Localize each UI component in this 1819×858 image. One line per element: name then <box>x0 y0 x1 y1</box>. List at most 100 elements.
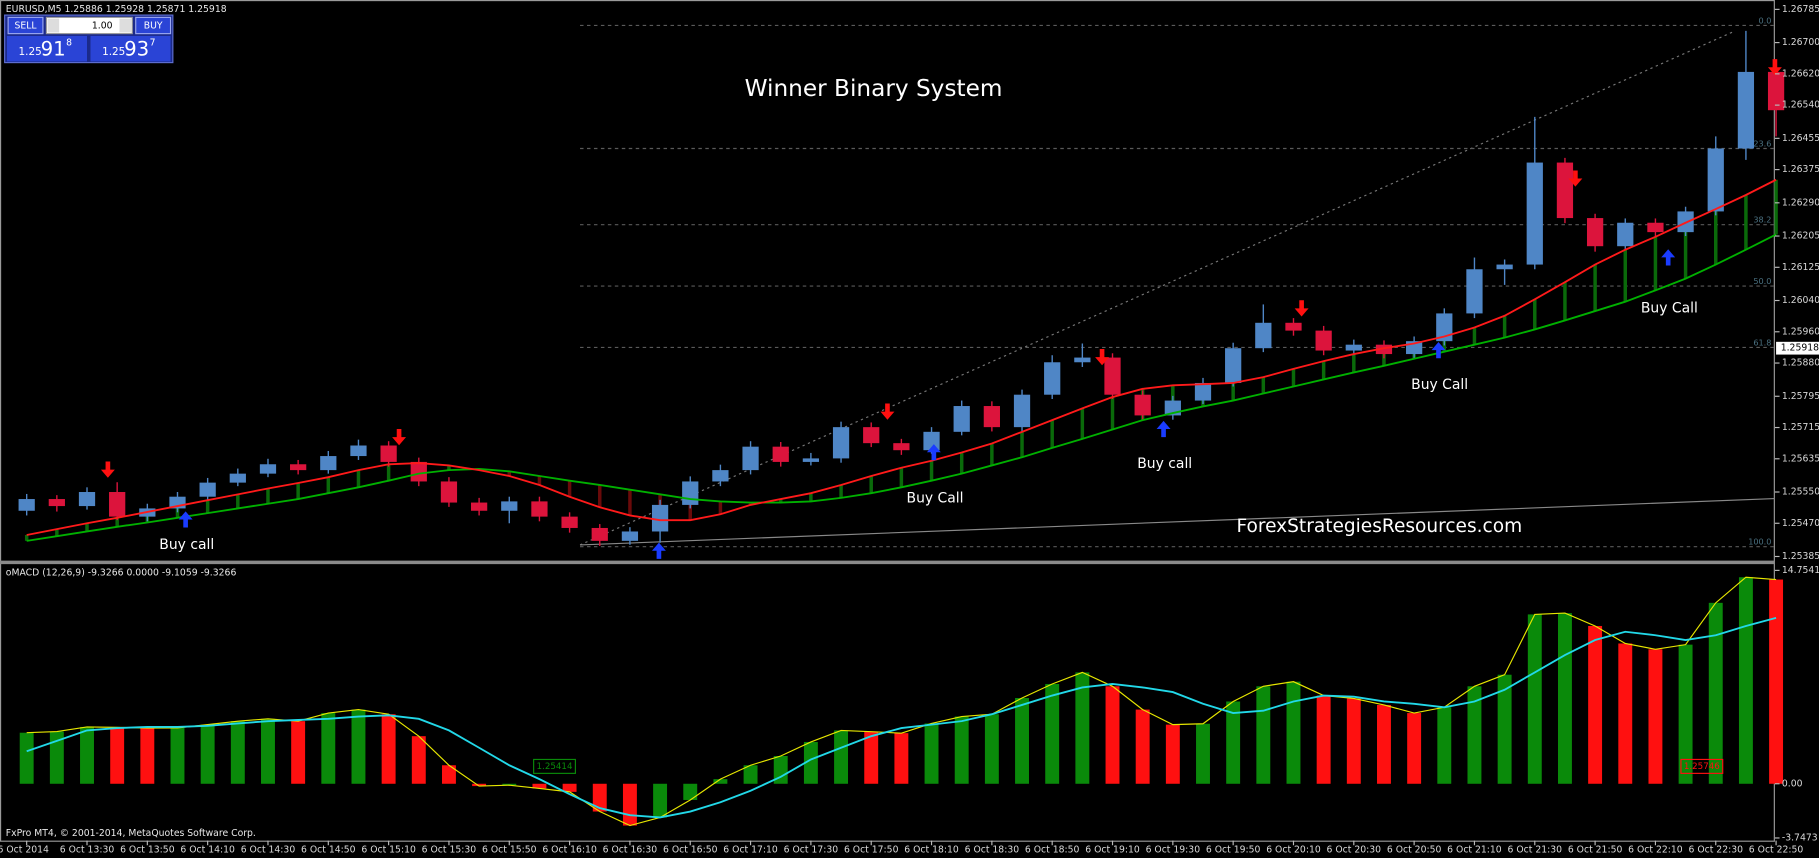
macd-bar <box>1648 649 1663 784</box>
macd-bar <box>1708 602 1723 784</box>
macd-bar <box>984 714 999 784</box>
macd-bar <box>200 724 215 784</box>
y-tick-label: 1.25550 <box>1782 487 1819 498</box>
candle-body <box>1617 222 1634 247</box>
candle-body <box>229 473 246 483</box>
y-tick-label: 1.26700 <box>1782 37 1819 48</box>
y-tick-label: 0.00 <box>1782 778 1803 789</box>
buy-arrow <box>178 511 193 528</box>
candle-body <box>410 461 427 482</box>
sell-arrow <box>100 461 115 478</box>
macd-bar <box>381 714 396 784</box>
x-tick-label: 6 Oct 18:30 <box>965 844 1020 855</box>
candle-body <box>169 496 186 509</box>
current-price-box <box>1776 341 1819 355</box>
sell-button[interactable] <box>7 16 44 35</box>
x-tick-label: 6 Oct 15:30 <box>422 844 477 855</box>
x-tick-label: 6 Oct 22:10 <box>1628 844 1683 855</box>
sell-price-box[interactable] <box>6 35 88 62</box>
x-tick-label: 6 Oct 21:30 <box>1508 844 1563 855</box>
macd-bar <box>1769 579 1784 784</box>
candle-body <box>1556 162 1574 219</box>
buy-button[interactable] <box>135 16 172 35</box>
annotation: Buy call <box>1137 456 1192 472</box>
x-tick-label: 6 Oct 18:50 <box>1025 844 1080 855</box>
sell-arrow <box>1294 300 1309 317</box>
buy-arrow <box>651 542 666 559</box>
macd-bar <box>622 783 637 826</box>
buy-price-box[interactable] <box>90 35 171 62</box>
x-tick-label: 6 Oct 17:30 <box>784 844 839 855</box>
candle-body <box>501 501 518 511</box>
macd-bar <box>19 732 34 784</box>
y-tick-label: 1.26125 <box>1782 262 1819 273</box>
macd-bar <box>743 765 758 784</box>
price-label-box <box>533 758 576 774</box>
main-layer: Buy call Buy Call Buy call Buy Call Buy Call <box>18 30 1785 559</box>
macd-bar <box>1316 695 1331 784</box>
y-tick-label: 1.25960 <box>1782 326 1819 337</box>
macd-line <box>26 576 1777 827</box>
y-tick-label: 1.26375 <box>1782 164 1819 175</box>
x-tick-label: 6 Oct 15:50 <box>482 844 537 855</box>
macd-bar <box>773 756 788 784</box>
macd-bar <box>1437 707 1452 784</box>
x-tick-label: 6 Oct 16:10 <box>542 844 597 855</box>
macd-bar <box>291 721 306 784</box>
candle-body <box>742 446 759 471</box>
candle-body <box>531 501 548 517</box>
signal-line <box>26 616 1777 819</box>
buy-arrow <box>926 444 941 461</box>
sell-arrow <box>392 429 407 446</box>
candle-body <box>109 492 126 517</box>
candle-body <box>1496 264 1513 270</box>
lot-down[interactable] <box>47 18 60 33</box>
y-tick-label: 1.25635 <box>1782 453 1819 464</box>
macd-bar <box>1678 644 1693 784</box>
macd-bar <box>803 741 818 784</box>
macd-bar <box>411 736 426 784</box>
x-tick-label: 6 Oct 16:30 <box>603 844 658 855</box>
x-tick-label: 6 Oct 19:30 <box>1146 844 1201 855</box>
buy-arrow <box>1661 249 1676 266</box>
annotation: Buy Call <box>907 491 964 507</box>
macd-bar <box>1165 724 1180 784</box>
candle-body <box>1767 71 1785 111</box>
macd-bar <box>1226 701 1241 784</box>
candle-body <box>320 456 337 471</box>
y-tick-label: 14.7541 <box>1782 565 1819 576</box>
y-tick-label: 1.25470 <box>1782 518 1819 529</box>
macd-bar <box>1015 698 1029 784</box>
y-tick-label: 1.25795 <box>1782 391 1819 402</box>
macd-bar <box>110 727 125 784</box>
x-tick-label: 6 Oct 14:10 <box>180 844 235 855</box>
candle-body <box>953 406 970 432</box>
channel-line <box>580 497 1775 546</box>
macd-bar <box>49 731 64 784</box>
trend-line <box>579 30 1735 546</box>
candle-body <box>682 481 699 505</box>
current-price-label: 1.25918 <box>1781 343 1819 354</box>
candle-body <box>1647 222 1664 233</box>
macd-bar <box>532 783 547 789</box>
macd-bar <box>683 783 698 800</box>
macd-bar <box>80 726 94 784</box>
annotation: Buy Call <box>1641 300 1698 316</box>
price-label-box <box>1680 758 1724 774</box>
lot-input[interactable] <box>45 16 133 35</box>
candle-body <box>1707 148 1724 212</box>
x-tick-label: 6 Oct 17:50 <box>844 844 899 855</box>
macd-bar <box>1346 698 1361 784</box>
candle-body <box>1375 344 1393 355</box>
y-tick-label: 1.26620 <box>1782 68 1819 79</box>
lot-value: 1.00 <box>92 21 113 32</box>
sell-arrow <box>1568 170 1583 187</box>
y-tick-label: 1.26205 <box>1782 231 1819 242</box>
lot-up[interactable] <box>119 18 132 33</box>
candle-body <box>199 482 216 497</box>
candle-body <box>1134 394 1151 416</box>
x-tick-label: 6 Oct 21:50 <box>1568 844 1623 855</box>
y-tick-label: 1.26785 <box>1782 4 1819 15</box>
candle-body <box>1194 382 1212 401</box>
x-tick-label: 6 Oct 14:30 <box>241 844 296 855</box>
